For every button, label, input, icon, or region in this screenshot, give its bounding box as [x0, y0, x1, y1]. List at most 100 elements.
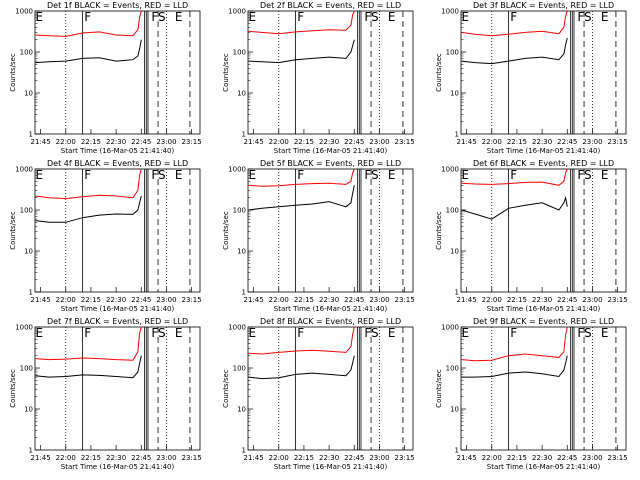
plot-area: [35, 327, 191, 450]
phase-marker-label: S: [371, 168, 379, 182]
x-tick-label: 22:15: [294, 454, 314, 462]
y-tick-label: 10: [24, 248, 33, 256]
x-tick-label: 23:00: [582, 454, 602, 462]
y-tick-label: 100: [446, 207, 459, 215]
phase-marker-label: E: [462, 326, 470, 340]
phase-marker-label: F: [151, 168, 158, 182]
x-tick-label: 22:00: [482, 296, 502, 304]
x-tick-label: 22:00: [269, 454, 289, 462]
y-tick-label: 10: [237, 90, 246, 98]
phase-marker-label: E: [388, 10, 396, 24]
lld-series-line: [461, 11, 568, 37]
phase-marker-label: F: [364, 10, 371, 24]
events-series-line: [461, 37, 568, 65]
phase-marker-label: F: [151, 326, 158, 340]
phase-marker-label: E: [388, 326, 396, 340]
phase-marker-label: S: [158, 10, 166, 24]
x-tick-label: 21:45: [243, 296, 263, 304]
phase-marker-label: F: [364, 168, 371, 182]
x-tick-label: 22:00: [56, 138, 76, 146]
x-tick-label: 22:00: [56, 454, 76, 462]
phase-marker-label: F: [84, 326, 91, 340]
x-tick-label: 22:45: [557, 296, 577, 304]
panel-det-5: Det 5f BLACK = Events, RED = LLD 1 10 100 10…: [222, 159, 415, 313]
phase-marker-label: E: [249, 326, 257, 340]
plot-frame: [34, 168, 201, 293]
x-tick-label: 22:45: [557, 454, 577, 462]
y-axis-label: Counts/sec: [9, 211, 17, 250]
events-series-line: [35, 355, 142, 379]
x-tick-label: 22:45: [131, 296, 151, 304]
x-tick-label: 22:15: [507, 138, 527, 146]
events-series-line: [461, 355, 568, 378]
plot-area: [461, 11, 617, 134]
y-tick-label: 1000: [441, 324, 459, 332]
panel-det-2: Det 2f BLACK = Events, RED = LLD 1 10 100 10…: [222, 1, 415, 155]
y-tick-label: 1: [455, 131, 459, 139]
y-axis-label: Counts/sec: [222, 369, 230, 408]
panel-title: Det 7f BLACK = Events, RED = LLD: [47, 317, 188, 326]
x-tick-label: 23:00: [156, 296, 176, 304]
x-tick-label: 23:00: [582, 138, 602, 146]
y-tick-label: 100: [446, 49, 459, 57]
y-tick-label: 10: [450, 406, 459, 414]
y-tick-label: 1: [455, 289, 459, 297]
phase-marker-label: F: [577, 10, 584, 24]
phase-marker-label: E: [36, 10, 44, 24]
phase-marker-label: S: [584, 326, 592, 340]
x-tick-label: 23:00: [156, 454, 176, 462]
x-axis-label: Start Time (16-Mar-05 21:41:40): [274, 147, 388, 155]
phase-marker-label: E: [175, 10, 183, 24]
x-tick-label: 23:15: [608, 454, 628, 462]
plot-area: [35, 11, 191, 134]
x-tick-label: 21:45: [243, 454, 263, 462]
x-tick-label: 22:30: [532, 454, 552, 462]
y-tick-label: 1: [29, 289, 33, 297]
phase-marker-label: E: [462, 168, 470, 182]
phase-marker-label: S: [584, 168, 592, 182]
x-axis-label: Start Time (16-Mar-05 21:41:40): [61, 463, 175, 471]
phase-marker-label: E: [601, 168, 609, 182]
plot-area: [248, 11, 404, 134]
phase-marker-label: F: [577, 168, 584, 182]
plot-area: [248, 327, 404, 450]
x-tick-label: 22:15: [294, 296, 314, 304]
plot-frame: [460, 326, 627, 451]
x-tick-label: 22:45: [344, 296, 364, 304]
plot-frame: [247, 10, 414, 135]
y-tick-label: 100: [233, 365, 246, 373]
x-tick-label: 22:15: [81, 296, 101, 304]
x-tick-label: 22:15: [507, 454, 527, 462]
x-tick-label: 22:45: [344, 454, 364, 462]
x-tick-label: 21:45: [456, 138, 476, 146]
y-tick-label: 100: [20, 49, 33, 57]
y-axis-label: Counts/sec: [9, 53, 17, 92]
x-tick-label: 21:45: [456, 296, 476, 304]
phase-marker-label: E: [175, 326, 183, 340]
lld-series-line: [461, 169, 568, 186]
panel-det-9: Det 9f BLACK = Events, RED = LLD 1 10 100 10…: [435, 317, 628, 471]
x-tick-label: 22:30: [106, 296, 126, 304]
y-axis-label: Counts/sec: [222, 53, 230, 92]
x-tick-label: 22:45: [131, 454, 151, 462]
y-tick-label: 1000: [15, 324, 33, 332]
x-tick-label: 21:45: [456, 454, 476, 462]
x-tick-label: 22:30: [319, 138, 339, 146]
plot-frame: [34, 326, 201, 451]
x-tick-label: 23:15: [182, 138, 202, 146]
x-tick-label: 22:30: [532, 296, 552, 304]
lld-series-line: [248, 327, 355, 355]
y-tick-label: 1: [242, 447, 246, 455]
y-axis-label: Counts/sec: [435, 369, 443, 408]
y-tick-label: 1000: [228, 166, 246, 174]
x-axis-label: Start Time (16-Mar-05 21:41:40): [274, 305, 388, 313]
panel-det-3: Det 3f BLACK = Events, RED = LLD 1 10 100 10…: [435, 1, 628, 155]
y-tick-label: 100: [20, 365, 33, 373]
x-tick-label: 21:45: [30, 454, 50, 462]
phase-marker-label: E: [175, 168, 183, 182]
phase-marker-label: E: [601, 326, 609, 340]
plot-area: [461, 169, 617, 292]
phase-marker-label: E: [462, 10, 470, 24]
phase-marker-label: F: [510, 326, 517, 340]
